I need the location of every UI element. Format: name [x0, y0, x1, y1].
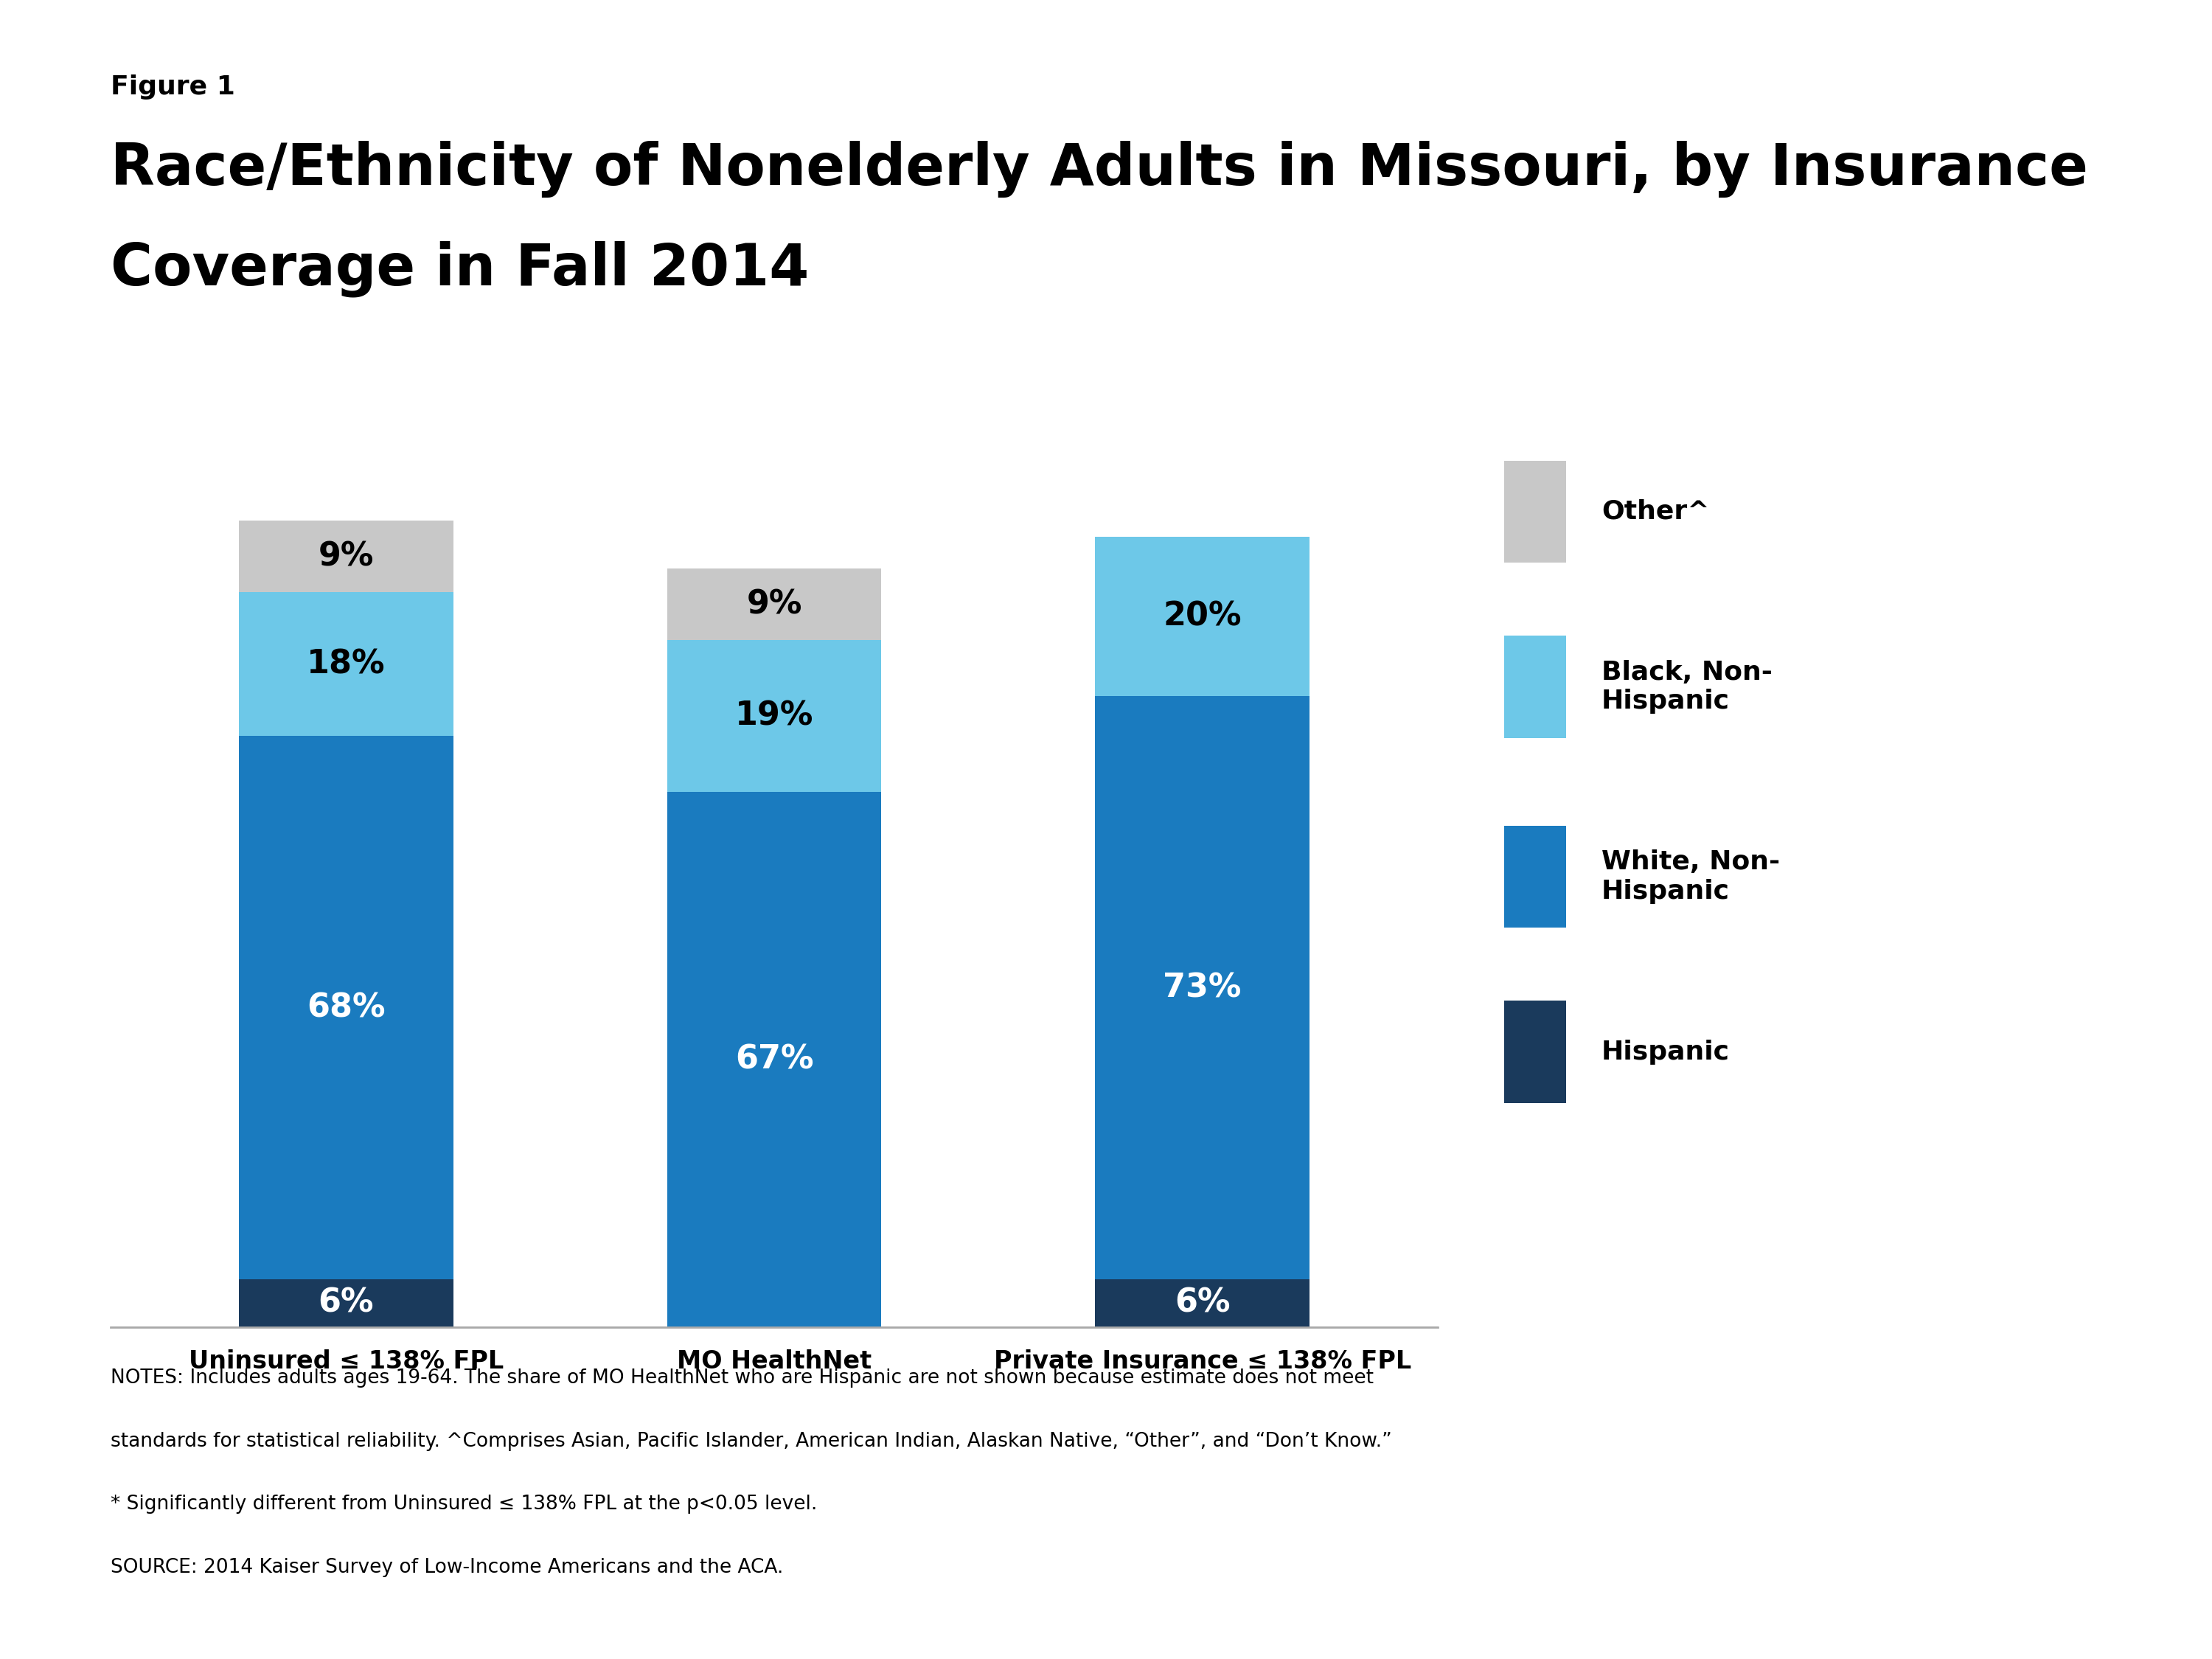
Text: Black, Non-
Hispanic: Black, Non- Hispanic: [1601, 660, 1772, 713]
Bar: [239, 1279, 453, 1327]
Text: FAMILY: FAMILY: [1982, 1515, 2077, 1538]
Text: 19%: 19%: [734, 700, 814, 732]
Text: 68%: 68%: [307, 992, 385, 1024]
Text: 67%: 67%: [734, 1044, 814, 1075]
Text: Coverage in Fall 2014: Coverage in Fall 2014: [111, 241, 810, 297]
Text: SOURCE: 2014 Kaiser Survey of Low-Income Americans and the ACA.: SOURCE: 2014 Kaiser Survey of Low-Income…: [111, 1558, 783, 1578]
Text: FOUNDATION: FOUNDATION: [1975, 1573, 2084, 1586]
FancyBboxPatch shape: [1504, 826, 1566, 927]
Text: 9%: 9%: [319, 541, 374, 572]
Text: 20%: 20%: [1164, 601, 1241, 632]
Bar: [239, 592, 453, 737]
Bar: [1095, 1279, 1310, 1327]
Text: Race/Ethnicity of Nonelderly Adults in Missouri, by Insurance: Race/Ethnicity of Nonelderly Adults in M…: [111, 141, 2088, 197]
Text: 9%: 9%: [745, 589, 803, 620]
Text: 73%: 73%: [1164, 972, 1241, 1004]
Text: 18%: 18%: [307, 649, 385, 680]
Bar: [239, 521, 453, 592]
Text: standards for statistical reliability. ^Comprises Asian, Pacific Islander, Ameri: standards for statistical reliability. ^…: [111, 1432, 1391, 1452]
Text: KAISER: KAISER: [1966, 1453, 2093, 1483]
Bar: [239, 737, 453, 1279]
FancyBboxPatch shape: [1504, 461, 1566, 562]
Text: 6%: 6%: [1175, 1287, 1230, 1319]
FancyBboxPatch shape: [1504, 635, 1566, 738]
Bar: [668, 569, 880, 640]
Text: NOTES: Includes adults ages 19-64. The share of MO HealthNet who are Hispanic ar: NOTES: Includes adults ages 19-64. The s…: [111, 1369, 1374, 1389]
Text: Figure 1: Figure 1: [111, 75, 234, 100]
Text: Other^: Other^: [1601, 499, 1710, 524]
Bar: [1095, 536, 1310, 697]
Text: THE HENRY J.: THE HENRY J.: [1975, 1408, 2084, 1422]
Bar: [1095, 697, 1310, 1279]
Text: Hispanic: Hispanic: [1601, 1039, 1730, 1065]
Text: 6%: 6%: [319, 1287, 374, 1319]
FancyBboxPatch shape: [1504, 1000, 1566, 1103]
Bar: [668, 791, 880, 1327]
Text: White, Non-
Hispanic: White, Non- Hispanic: [1601, 849, 1781, 904]
Bar: [668, 640, 880, 791]
Text: * Significantly different from Uninsured ≤ 138% FPL at the p<0.05 level.: * Significantly different from Uninsured…: [111, 1495, 816, 1515]
